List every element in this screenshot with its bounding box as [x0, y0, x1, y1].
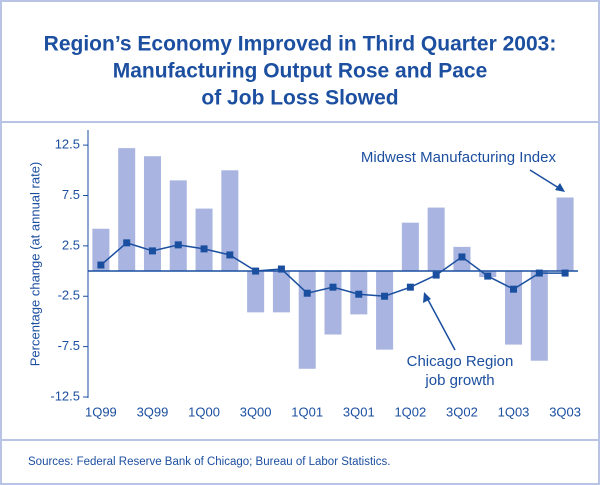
- arrow: [425, 295, 456, 351]
- title-line: Manufacturing Output Rose and Pace: [113, 60, 488, 83]
- y-tick-label: 7.5: [62, 187, 80, 202]
- marker: [510, 285, 518, 293]
- marker: [277, 265, 285, 273]
- bar: [427, 207, 445, 272]
- marker: [174, 241, 182, 249]
- marker: [561, 269, 569, 277]
- bar: [530, 271, 548, 361]
- bar: [195, 208, 213, 272]
- bar: [505, 271, 523, 345]
- marker: [97, 261, 105, 269]
- line-annotation: job growth: [424, 372, 494, 389]
- bar: [556, 197, 574, 272]
- y-tick-label: -2.5: [58, 288, 80, 303]
- x-tick-label: 3Q00: [240, 404, 272, 419]
- y-tick-label: -7.5: [58, 338, 80, 353]
- bar: [143, 156, 161, 272]
- title-line: Region’s Economy Improved in Third Quart…: [44, 33, 557, 56]
- marker: [432, 271, 440, 279]
- marker: [329, 283, 337, 291]
- x-tick-label: 3Q02: [446, 404, 478, 419]
- x-tick-label: 1Q02: [394, 404, 426, 419]
- x-tick-label: 3Q99: [137, 404, 169, 419]
- marker: [303, 289, 311, 297]
- line-annotation: Chicago Region: [407, 353, 514, 370]
- arrow-head: [423, 292, 431, 303]
- arrow-head: [555, 183, 565, 192]
- marker: [148, 247, 156, 255]
- marker: [200, 245, 208, 253]
- marker: [123, 239, 131, 247]
- marker: [381, 292, 389, 300]
- x-tick-label: 1Q99: [85, 404, 117, 419]
- marker: [355, 290, 363, 298]
- marker: [252, 267, 260, 275]
- marker: [226, 251, 234, 259]
- y-axis-label: Percentage change (at annual rate): [27, 162, 42, 367]
- source: Sources: Federal Reserve Bank of Chicago…: [28, 456, 390, 468]
- arrow: [529, 169, 563, 191]
- x-tick-label: 1Q03: [498, 404, 530, 419]
- bar: [247, 271, 265, 313]
- bar: [221, 170, 239, 272]
- bar: [324, 271, 342, 335]
- x-tick-label: 3Q03: [549, 404, 581, 419]
- y-tick-label: 12.5: [55, 137, 80, 152]
- x-tick-label: 1Q00: [188, 404, 220, 419]
- marker: [458, 253, 466, 261]
- bar: [298, 271, 316, 369]
- x-tick-label: 1Q01: [291, 404, 323, 419]
- bar: [376, 271, 394, 350]
- marker: [484, 272, 492, 280]
- y-tick-label: 2.5: [62, 237, 80, 252]
- bar: [169, 180, 187, 272]
- bar: [401, 222, 419, 272]
- bar: [272, 271, 290, 313]
- marker: [535, 269, 543, 277]
- bar: [118, 148, 136, 272]
- marker: [406, 283, 414, 291]
- y-tick-label: -12.5: [50, 388, 80, 403]
- title-line: of Job Loss Slowed: [201, 87, 398, 110]
- x-tick-label: 3Q01: [343, 404, 375, 419]
- bar-annotation: Midwest Manufacturing Index: [361, 149, 557, 166]
